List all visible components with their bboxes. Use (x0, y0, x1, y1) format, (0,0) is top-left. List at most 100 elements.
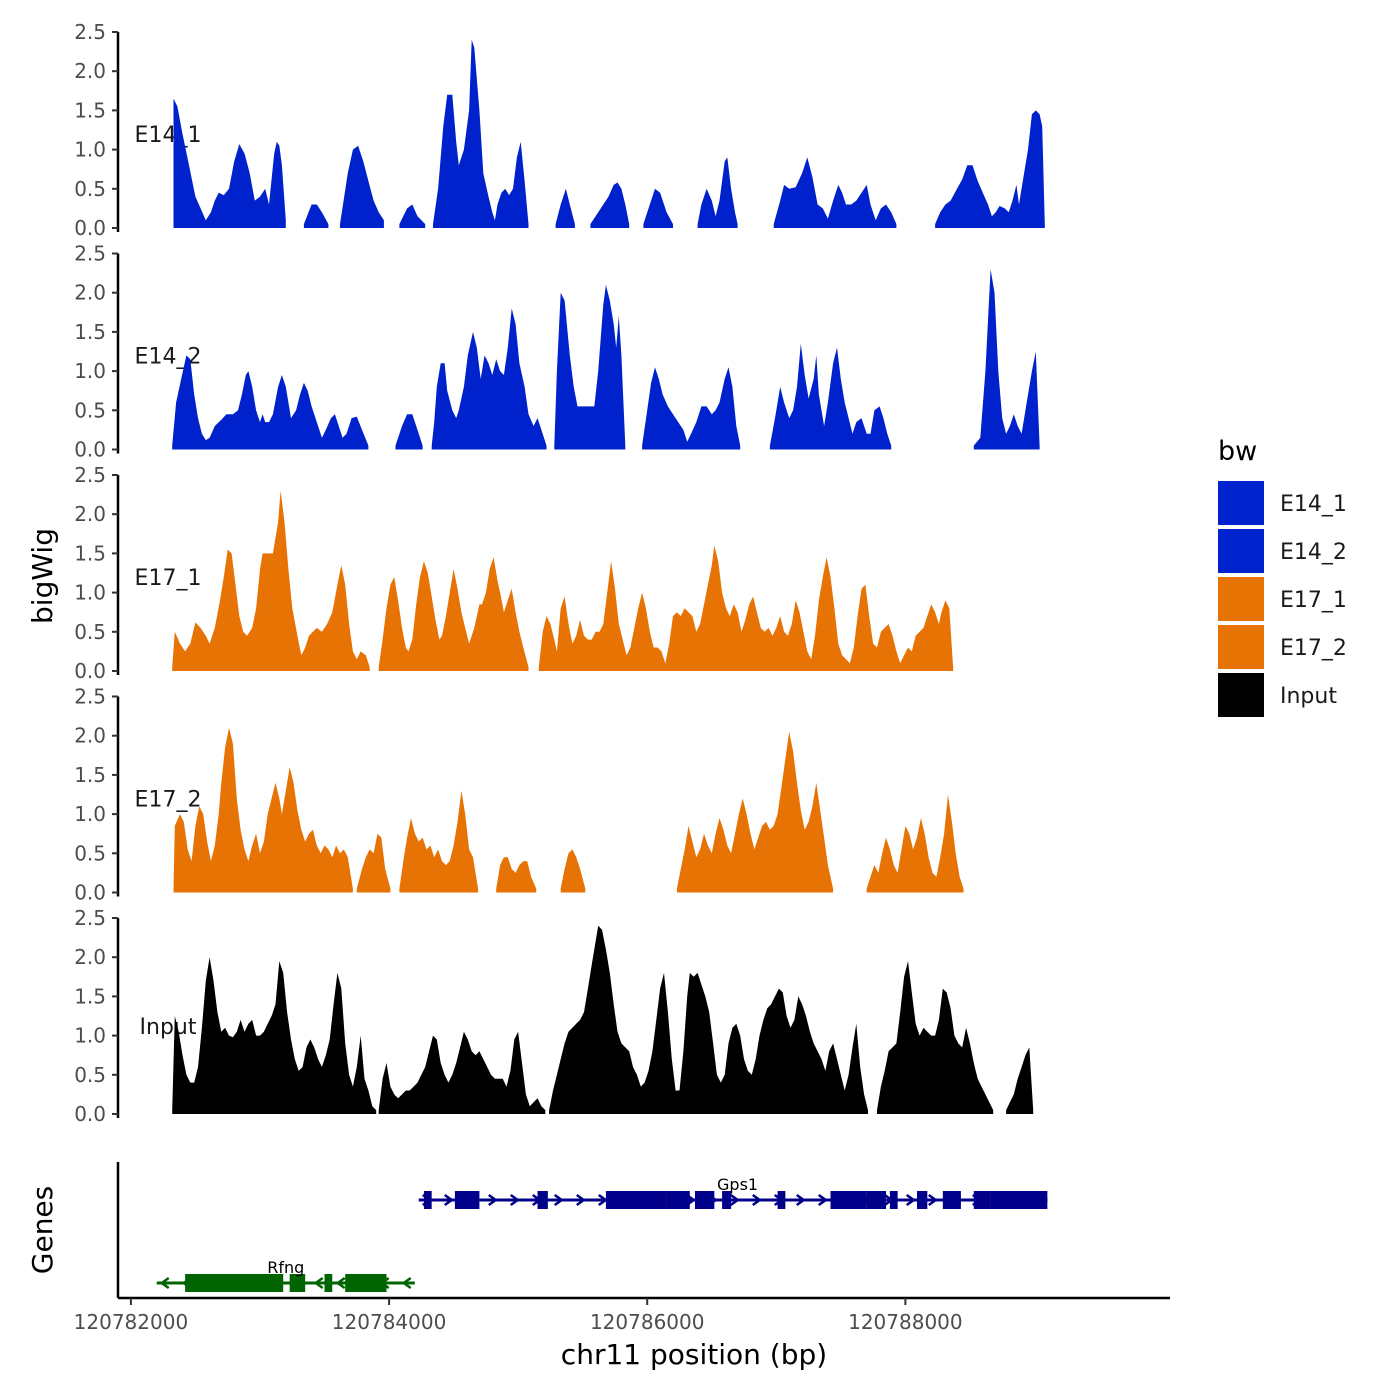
y-tick-label: 2.5 (74, 20, 106, 44)
y-tick-label: 0.5 (74, 177, 106, 201)
x-axis-title: chr11 position (bp) (561, 1338, 827, 1371)
exon (889, 1191, 898, 1209)
exon (973, 1191, 991, 1209)
area-E14_2-1 (395, 414, 423, 450)
y-tick-label: 1.0 (74, 138, 106, 162)
y-tick-label: 2.0 (74, 945, 106, 969)
area-Input-4 (1006, 1047, 1034, 1114)
strand-arrow (752, 1193, 762, 1207)
exon (694, 1191, 715, 1209)
gene-panel: Rfng Gps1 (116, 1162, 1048, 1298)
y-tick-label: 2.5 (74, 242, 106, 266)
area-E14_1-4 (433, 39, 529, 228)
legend-swatch (1218, 529, 1264, 573)
exon (942, 1191, 961, 1209)
track-Input: 0.0 0.5 1.0 1.5 2.0 2.5 Input (74, 906, 1034, 1126)
area-E14_1-3 (399, 204, 426, 228)
area-E14_1-6 (590, 182, 630, 228)
area-E14_1-0 (173, 98, 286, 228)
strand-arrow (401, 1276, 412, 1290)
y-tick-label: 2.5 (74, 685, 106, 709)
x-tick-label: 120782000 (74, 1310, 189, 1334)
y-tick-label: 2.0 (74, 502, 106, 526)
area-Input-3 (877, 961, 994, 1114)
y-tick-label: 1.0 (74, 581, 106, 605)
area-E14_1-5 (555, 188, 575, 228)
x-tick-label: 120784000 (332, 1310, 447, 1334)
legend-title: bw (1218, 436, 1257, 467)
legend-label: E14_1 (1280, 492, 1347, 517)
y-tick-label: 0.0 (74, 216, 106, 240)
gene-label: Rfng (267, 1258, 304, 1277)
x-axis: 120782000 120784000 120786000 120788000 (74, 1296, 1170, 1334)
exon (454, 1191, 480, 1209)
gene-Gps1: Gps1 (418, 1175, 1048, 1209)
exon (666, 1191, 690, 1209)
exon (605, 1191, 667, 1209)
y-tick-label: 1.0 (74, 1024, 106, 1048)
strand-arrow (928, 1193, 938, 1207)
y-tick-label: 1.5 (74, 320, 106, 344)
y-tick-label: 0.0 (74, 881, 106, 905)
area-E14_2-6 (973, 269, 1040, 450)
strand-arrow (510, 1193, 520, 1207)
area-Input-1 (378, 1031, 546, 1114)
area-E14_1-7 (643, 188, 673, 228)
strand-arrow (159, 1276, 170, 1290)
exon (777, 1191, 786, 1209)
legend: bw E14_1 E14_2 E17_1 E17_2 Input (1218, 436, 1347, 717)
track-E14_2: 0.0 0.5 1.0 1.5 2.0 2.5 E14_2 (74, 242, 1040, 462)
track-label: E17_1 (135, 566, 202, 591)
area-E17_1-0 (172, 490, 370, 671)
exon (537, 1191, 548, 1209)
y-tick-label: 1.5 (74, 98, 106, 122)
area-E14_2-3 (554, 284, 626, 450)
area-E14_1-8 (697, 157, 738, 228)
y-tick-label: 2.5 (74, 906, 106, 930)
track-panels: 0.0 0.5 1.0 1.5 2.0 2.5 E14_1 0.0 0.5 1.0 1.5 2.0 2.… (74, 20, 1045, 1126)
area-E17_1-2 (538, 545, 954, 671)
area-E17_2-4 (560, 849, 586, 893)
area-Input-2 (549, 925, 868, 1114)
y-tick-label: 1.0 (74, 802, 106, 826)
track-E17_1: 0.0 0.5 1.0 1.5 2.0 2.5 E17_1 (74, 463, 954, 683)
y-tick-label: 0.0 (74, 438, 106, 462)
area-E17_1-1 (378, 557, 529, 671)
exon (917, 1191, 928, 1209)
strand-arrow (730, 1193, 740, 1207)
exon (345, 1274, 387, 1292)
exon (289, 1274, 306, 1292)
track-E17_2: 0.0 0.5 1.0 1.5 2.0 2.5 E17_2 (74, 685, 964, 905)
y-tick-label: 2.0 (74, 281, 106, 305)
legend-label: Input (1280, 684, 1337, 709)
legend-swatch (1218, 577, 1264, 621)
legend-swatch (1218, 673, 1264, 717)
exon (324, 1274, 333, 1292)
strand-arrow (818, 1193, 828, 1207)
track-label: E14_2 (135, 345, 202, 370)
y-tick-label: 0.5 (74, 841, 106, 865)
exon (423, 1191, 432, 1209)
exon (990, 1191, 1048, 1209)
y-tick-label: 0.5 (74, 398, 106, 422)
gene-Rfng: Rfng (156, 1258, 415, 1292)
exon (722, 1191, 732, 1209)
area-E14_2-0 (172, 355, 369, 450)
track-label: E14_1 (135, 123, 202, 148)
area-E17_2-0 (173, 727, 353, 893)
strand-arrow (488, 1193, 498, 1207)
legend-swatch (1218, 625, 1264, 669)
y-tick-label: 1.5 (74, 763, 106, 787)
exon (866, 1191, 887, 1209)
strand-arrow (598, 1193, 608, 1207)
legend-swatch (1218, 481, 1264, 525)
area-E17_2-1 (356, 833, 391, 893)
area-Input-0 (172, 957, 377, 1114)
strand-arrow (576, 1193, 586, 1207)
x-tick-label: 120788000 (848, 1310, 963, 1334)
area-E17_2-3 (496, 857, 537, 893)
exon (830, 1191, 867, 1209)
area-E17_2-5 (676, 731, 834, 893)
area-E14_2-4 (642, 367, 741, 450)
strand-arrow (313, 1276, 324, 1290)
